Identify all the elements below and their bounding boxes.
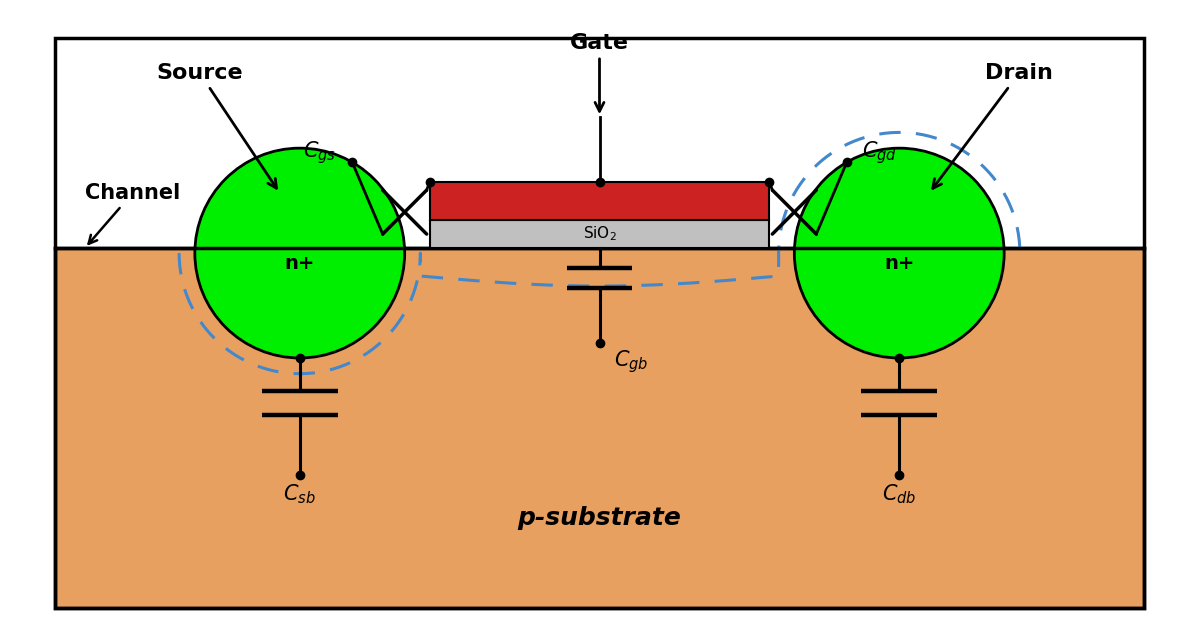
Text: $C_{db}$: $C_{db}$ — [882, 483, 916, 507]
Bar — [55, 248, 1144, 608]
Bar — [429, 182, 770, 220]
Text: Gate: Gate — [570, 33, 629, 111]
Text: p-substrate: p-substrate — [518, 506, 681, 530]
Circle shape — [194, 148, 405, 358]
Text: $C_{gb}$: $C_{gb}$ — [614, 348, 649, 375]
Circle shape — [794, 148, 1004, 358]
Text: n+: n+ — [884, 253, 915, 272]
Text: Drain: Drain — [933, 63, 1053, 188]
Text: $C_{gd}$: $C_{gd}$ — [862, 138, 897, 165]
Text: Channel: Channel — [85, 183, 180, 244]
Bar — [429, 220, 770, 248]
Bar — [55, 38, 1144, 608]
Text: Source: Source — [157, 63, 277, 188]
Text: $C_{sb}$: $C_{sb}$ — [283, 483, 317, 507]
Text: SiO$_2$: SiO$_2$ — [583, 225, 616, 244]
Text: $C_{gs}$: $C_{gs}$ — [303, 138, 336, 165]
Text: n+: n+ — [284, 253, 315, 272]
